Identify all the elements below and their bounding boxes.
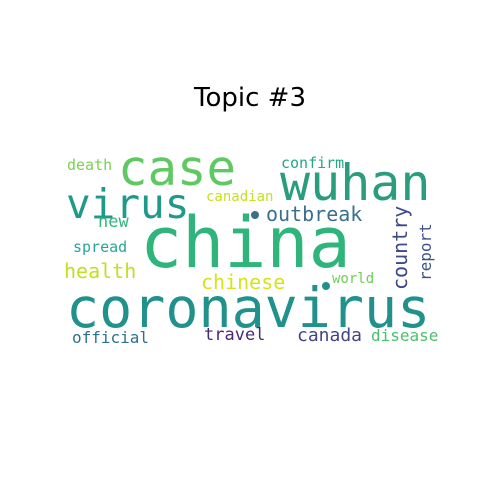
word-cloud-dot [251, 211, 259, 219]
word-chinese: chinese [201, 270, 286, 294]
word-outbreak: outbreak [266, 202, 363, 226]
word-new: new [98, 212, 129, 232]
word-death: death [67, 156, 113, 174]
word-report: report [416, 223, 435, 281]
word-wuhan: wuhan [280, 154, 431, 212]
word-cloud-dot [322, 282, 330, 290]
word-china: china [140, 202, 351, 284]
word-case: case [118, 140, 237, 197]
word-virus: virus [66, 180, 190, 228]
word-coronavirus: coronavirus [66, 276, 431, 340]
word-country: country [388, 205, 412, 290]
word-spread: spread [73, 238, 128, 256]
word-travel: travel [204, 325, 266, 345]
word-disease: disease [371, 326, 439, 345]
word-canadian: canadian [206, 189, 274, 205]
word-confirm: confirm [281, 154, 345, 172]
word-world: world [332, 271, 375, 287]
word-official: official [72, 328, 150, 347]
word-health: health [64, 259, 137, 283]
word-canada: canada [297, 325, 363, 346]
chart-title: Topic #3 [194, 83, 306, 113]
